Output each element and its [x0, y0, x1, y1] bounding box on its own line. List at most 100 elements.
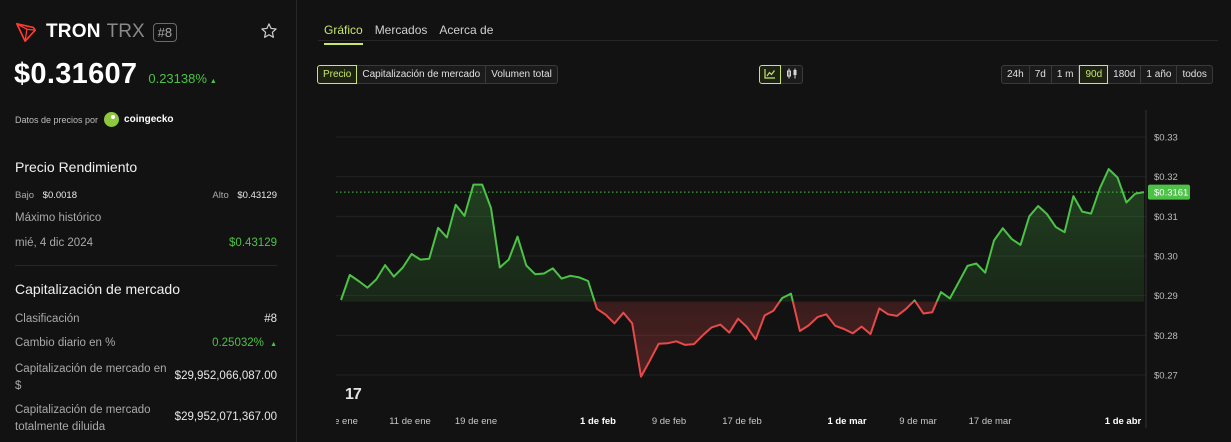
data-point	[808, 325, 809, 326]
data-point	[861, 326, 862, 327]
daily-change-value: 0.25032%	[212, 337, 264, 349]
data-point	[1011, 238, 1012, 239]
x-tick-label: 17 de mar	[969, 416, 1012, 427]
x-tick-label: 1 de abr	[1105, 416, 1142, 427]
data-point	[1135, 193, 1136, 194]
arrow-up-icon: ▲	[270, 341, 277, 348]
area-below-baseline	[341, 301, 1144, 377]
metric-market-cap-button[interactable]: Capitalización de mercado	[357, 65, 487, 84]
current-price: $0.31607	[14, 58, 138, 90]
price-chart[interactable]: $0.33 $0.32 $0.31 $0.30 $0.29 $0.28 $0.27 $0.31…	[336, 110, 1216, 442]
rank-badge: #8	[152, 22, 178, 42]
ath-value: $0.43129	[229, 237, 277, 249]
rank-row: Clasificación #8	[15, 313, 277, 325]
x-tick-label: 1 de feb	[580, 416, 616, 427]
data-point	[1064, 232, 1065, 233]
y-tick-label: $0.30	[1154, 252, 1178, 263]
tab-divider	[318, 40, 1218, 41]
x-tick-label: 17 de feb	[722, 416, 762, 427]
range-24h-button[interactable]: 24h	[1001, 65, 1030, 84]
star-icon[interactable]	[260, 22, 278, 40]
data-point	[1046, 213, 1047, 214]
data-point	[693, 343, 694, 344]
tab-acerca-de[interactable]: Acerca de	[439, 23, 494, 37]
price-line-up	[340, 168, 1145, 302]
data-point	[632, 323, 633, 324]
y-tick-label: $0.28	[1154, 331, 1178, 342]
market-cap-title: Capitalización de mercado	[15, 281, 180, 297]
data-point	[570, 275, 571, 276]
data-point	[685, 344, 686, 345]
ath-row: mié, 4 dic 2024 $0.43129	[15, 237, 277, 249]
data-point	[552, 268, 553, 269]
metric-price-button[interactable]: Precio	[317, 65, 358, 84]
data-point	[358, 280, 359, 281]
data-point	[1082, 211, 1083, 212]
range-7d-button[interactable]: 7d	[1029, 65, 1052, 84]
tradingview-logo-icon: 17	[345, 386, 362, 403]
data-point	[773, 310, 774, 311]
data-point	[1099, 188, 1100, 189]
price-provider: Datos de precios por coingecko	[15, 112, 174, 127]
high-label: Alto	[212, 190, 229, 201]
data-point	[720, 324, 721, 325]
data-point	[1126, 202, 1127, 203]
data-point	[473, 184, 474, 185]
data-point	[561, 278, 562, 279]
rank-label: Clasificación	[15, 313, 80, 325]
data-point	[790, 293, 791, 294]
x-tick-label: 9 de feb	[652, 416, 686, 427]
data-point	[905, 309, 906, 310]
range-180d-button[interactable]: 180d	[1108, 65, 1142, 84]
metric-volume-button[interactable]: Volumen total	[486, 65, 558, 84]
range-all-button[interactable]: todos	[1177, 65, 1213, 84]
coin-symbol: TRX	[106, 21, 145, 42]
data-point	[455, 204, 456, 205]
data-point	[887, 314, 888, 315]
data-point	[446, 237, 447, 238]
range-1m-button[interactable]: 1 m	[1051, 65, 1080, 84]
data-point	[852, 333, 853, 334]
candlestick-chart-icon[interactable]	[781, 65, 803, 84]
data-point	[667, 343, 668, 344]
data-point	[385, 265, 386, 266]
tab-mercados[interactable]: Mercados	[374, 23, 428, 37]
data-point	[1029, 216, 1030, 217]
data-point	[437, 227, 438, 228]
data-point	[940, 291, 941, 292]
data-point	[826, 314, 827, 315]
data-point	[658, 343, 659, 344]
data-point	[967, 265, 968, 266]
data-point	[1073, 196, 1074, 197]
data-point	[764, 315, 765, 316]
data-point	[958, 282, 959, 283]
performance-title: Precio Rendimiento	[15, 159, 138, 175]
data-point	[976, 263, 977, 264]
data-point	[1038, 205, 1039, 206]
data-point	[932, 312, 933, 313]
range-90d-button[interactable]: 90d	[1079, 65, 1109, 84]
ath-date: mié, 4 dic 2024	[15, 237, 93, 249]
daily-change-label: Cambio diario en %	[15, 337, 116, 349]
data-point	[605, 314, 606, 315]
data-point	[755, 339, 756, 340]
tab-grafico[interactable]: Gráfico	[324, 23, 363, 45]
last-price-label: $0.3161	[1154, 188, 1188, 199]
data-point	[1055, 226, 1056, 227]
data-point	[914, 300, 915, 301]
y-tick-label: $0.31	[1154, 212, 1178, 223]
last-price-badge	[1148, 184, 1190, 200]
data-point	[746, 326, 747, 327]
y-tick-label: $0.33	[1154, 133, 1178, 144]
line-chart-icon[interactable]	[759, 65, 781, 84]
high-value: $0.43129	[237, 190, 277, 201]
data-point	[649, 360, 650, 361]
daily-change-value-wrap: 0.25032% ▲	[212, 337, 277, 349]
data-point	[1143, 192, 1144, 193]
divider	[15, 265, 277, 266]
provider-label: Datos de precios por	[15, 114, 99, 125]
area-above-baseline	[341, 169, 1144, 302]
range-1y-button[interactable]: 1 año	[1141, 65, 1178, 84]
coin-info-panel: TRON TRX #8 $0.31607 0.23138% ▲ Datos de…	[0, 0, 297, 442]
rank-value: #8	[264, 313, 277, 325]
